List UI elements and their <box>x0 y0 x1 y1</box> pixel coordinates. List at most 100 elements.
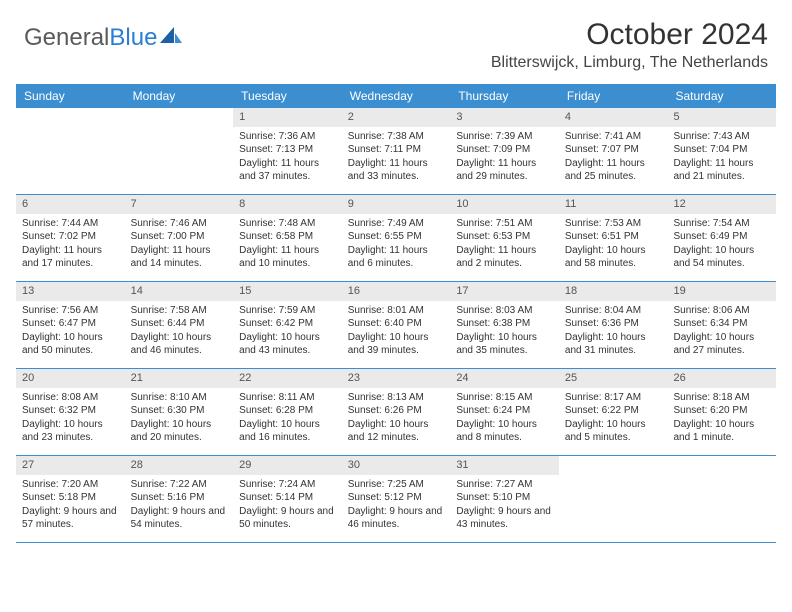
sunset-text: Sunset: 6:36 PM <box>565 317 662 331</box>
day-number: 16 <box>342 282 451 301</box>
daylight-text: Daylight: 11 hours and 14 minutes. <box>131 244 228 271</box>
day-cell: 10Sunrise: 7:51 AMSunset: 6:53 PMDayligh… <box>450 195 559 281</box>
day-cell: 4Sunrise: 7:41 AMSunset: 7:07 PMDaylight… <box>559 108 668 194</box>
sunset-text: Sunset: 6:34 PM <box>673 317 770 331</box>
daylight-text: Daylight: 9 hours and 46 minutes. <box>348 505 445 532</box>
sunset-text: Sunset: 7:13 PM <box>239 143 336 157</box>
day-content: Sunrise: 7:25 AMSunset: 5:12 PMDaylight:… <box>342 475 451 538</box>
logo: GeneralBlue <box>24 24 182 52</box>
day-content: Sunrise: 7:44 AMSunset: 7:02 PMDaylight:… <box>16 214 125 277</box>
day-cell <box>16 108 125 194</box>
day-content: Sunrise: 8:15 AMSunset: 6:24 PMDaylight:… <box>450 388 559 451</box>
day-content: Sunrise: 7:20 AMSunset: 5:18 PMDaylight:… <box>16 475 125 538</box>
day-cell: 29Sunrise: 7:24 AMSunset: 5:14 PMDayligh… <box>233 456 342 542</box>
sunset-text: Sunset: 7:11 PM <box>348 143 445 157</box>
sunset-text: Sunset: 5:16 PM <box>131 491 228 505</box>
day-content: Sunrise: 8:13 AMSunset: 6:26 PMDaylight:… <box>342 388 451 451</box>
sunrise-text: Sunrise: 8:10 AM <box>131 391 228 405</box>
daylight-text: Daylight: 11 hours and 25 minutes. <box>565 157 662 184</box>
sunrise-text: Sunrise: 8:18 AM <box>673 391 770 405</box>
sunset-text: Sunset: 6:22 PM <box>565 404 662 418</box>
daylight-text: Daylight: 10 hours and 50 minutes. <box>22 331 119 358</box>
sunset-text: Sunset: 6:58 PM <box>239 230 336 244</box>
day-content: Sunrise: 8:06 AMSunset: 6:34 PMDaylight:… <box>667 301 776 364</box>
day-number: 21 <box>125 369 234 388</box>
day-cell: 28Sunrise: 7:22 AMSunset: 5:16 PMDayligh… <box>125 456 234 542</box>
location: Blitterswijck, Limburg, The Netherlands <box>491 54 768 72</box>
sunrise-text: Sunrise: 7:41 AM <box>565 130 662 144</box>
day-number: 8 <box>233 195 342 214</box>
day-number: 4 <box>559 108 668 127</box>
day-number: 15 <box>233 282 342 301</box>
day-number: 18 <box>559 282 668 301</box>
sunset-text: Sunset: 6:47 PM <box>22 317 119 331</box>
day-content: Sunrise: 7:46 AMSunset: 7:00 PMDaylight:… <box>125 214 234 277</box>
day-number: 28 <box>125 456 234 475</box>
daylight-text: Daylight: 9 hours and 43 minutes. <box>456 505 553 532</box>
day-header-cell: Tuesday <box>233 84 342 108</box>
daylight-text: Daylight: 11 hours and 2 minutes. <box>456 244 553 271</box>
day-number: 13 <box>16 282 125 301</box>
sunset-text: Sunset: 5:12 PM <box>348 491 445 505</box>
sunset-text: Sunset: 7:02 PM <box>22 230 119 244</box>
sunset-text: Sunset: 7:09 PM <box>456 143 553 157</box>
week-row: 20Sunrise: 8:08 AMSunset: 6:32 PMDayligh… <box>16 369 776 456</box>
daylight-text: Daylight: 10 hours and 39 minutes. <box>348 331 445 358</box>
sunset-text: Sunset: 6:24 PM <box>456 404 553 418</box>
day-number: 20 <box>16 369 125 388</box>
day-number: 7 <box>125 195 234 214</box>
day-content: Sunrise: 7:39 AMSunset: 7:09 PMDaylight:… <box>450 127 559 190</box>
sunrise-text: Sunrise: 8:04 AM <box>565 304 662 318</box>
daylight-text: Daylight: 10 hours and 35 minutes. <box>456 331 553 358</box>
sunrise-text: Sunrise: 8:15 AM <box>456 391 553 405</box>
day-content: Sunrise: 8:03 AMSunset: 6:38 PMDaylight:… <box>450 301 559 364</box>
day-number: 2 <box>342 108 451 127</box>
sunrise-text: Sunrise: 8:11 AM <box>239 391 336 405</box>
week-row: 27Sunrise: 7:20 AMSunset: 5:18 PMDayligh… <box>16 456 776 543</box>
day-cell: 18Sunrise: 8:04 AMSunset: 6:36 PMDayligh… <box>559 282 668 368</box>
day-cell: 9Sunrise: 7:49 AMSunset: 6:55 PMDaylight… <box>342 195 451 281</box>
day-cell: 20Sunrise: 8:08 AMSunset: 6:32 PMDayligh… <box>16 369 125 455</box>
sunset-text: Sunset: 7:04 PM <box>673 143 770 157</box>
day-number: 1 <box>233 108 342 127</box>
sunrise-text: Sunrise: 8:08 AM <box>22 391 119 405</box>
weeks-container: 1Sunrise: 7:36 AMSunset: 7:13 PMDaylight… <box>16 108 776 543</box>
day-number: 17 <box>450 282 559 301</box>
sunrise-text: Sunrise: 8:17 AM <box>565 391 662 405</box>
day-content: Sunrise: 8:08 AMSunset: 6:32 PMDaylight:… <box>16 388 125 451</box>
day-content: Sunrise: 7:54 AMSunset: 6:49 PMDaylight:… <box>667 214 776 277</box>
sunrise-text: Sunrise: 7:59 AM <box>239 304 336 318</box>
day-content: Sunrise: 7:41 AMSunset: 7:07 PMDaylight:… <box>559 127 668 190</box>
calendar: SundayMondayTuesdayWednesdayThursdayFrid… <box>16 84 776 543</box>
day-cell: 6Sunrise: 7:44 AMSunset: 7:02 PMDaylight… <box>16 195 125 281</box>
day-content: Sunrise: 7:24 AMSunset: 5:14 PMDaylight:… <box>233 475 342 538</box>
day-content: Sunrise: 7:48 AMSunset: 6:58 PMDaylight:… <box>233 214 342 277</box>
daylight-text: Daylight: 11 hours and 6 minutes. <box>348 244 445 271</box>
day-cell: 24Sunrise: 8:15 AMSunset: 6:24 PMDayligh… <box>450 369 559 455</box>
daylight-text: Daylight: 10 hours and 8 minutes. <box>456 418 553 445</box>
sunset-text: Sunset: 6:20 PM <box>673 404 770 418</box>
logo-sail-icon <box>160 24 182 52</box>
sunset-text: Sunset: 6:40 PM <box>348 317 445 331</box>
day-number: 5 <box>667 108 776 127</box>
day-content: Sunrise: 7:27 AMSunset: 5:10 PMDaylight:… <box>450 475 559 538</box>
day-cell <box>667 456 776 542</box>
sunrise-text: Sunrise: 7:49 AM <box>348 217 445 231</box>
sunset-text: Sunset: 5:10 PM <box>456 491 553 505</box>
sunrise-text: Sunrise: 7:39 AM <box>456 130 553 144</box>
sunrise-text: Sunrise: 8:03 AM <box>456 304 553 318</box>
sunrise-text: Sunrise: 7:44 AM <box>22 217 119 231</box>
sunrise-text: Sunrise: 7:20 AM <box>22 478 119 492</box>
day-cell: 5Sunrise: 7:43 AMSunset: 7:04 PMDaylight… <box>667 108 776 194</box>
day-content: Sunrise: 8:18 AMSunset: 6:20 PMDaylight:… <box>667 388 776 451</box>
sunset-text: Sunset: 6:32 PM <box>22 404 119 418</box>
sunrise-text: Sunrise: 7:25 AM <box>348 478 445 492</box>
day-cell: 13Sunrise: 7:56 AMSunset: 6:47 PMDayligh… <box>16 282 125 368</box>
day-number: 12 <box>667 195 776 214</box>
day-header-cell: Thursday <box>450 84 559 108</box>
header: GeneralBlue October 2024 Blitterswijck, … <box>0 0 792 76</box>
daylight-text: Daylight: 11 hours and 10 minutes. <box>239 244 336 271</box>
day-content: Sunrise: 8:10 AMSunset: 6:30 PMDaylight:… <box>125 388 234 451</box>
day-cell: 19Sunrise: 8:06 AMSunset: 6:34 PMDayligh… <box>667 282 776 368</box>
sunset-text: Sunset: 7:07 PM <box>565 143 662 157</box>
